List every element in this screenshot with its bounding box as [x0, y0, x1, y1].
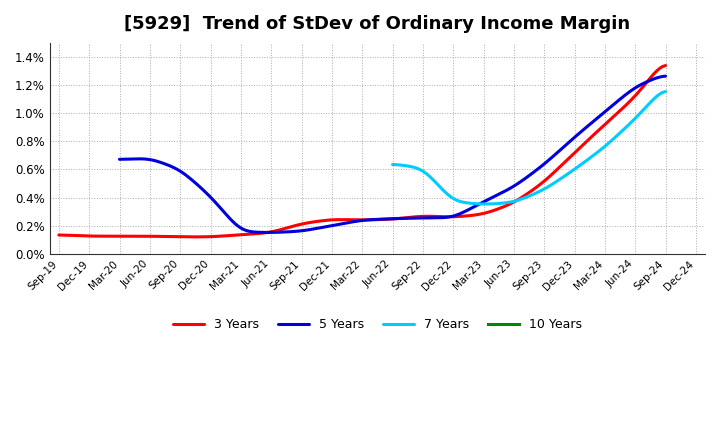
- 7 Years: [650, 95, 659, 101]
- 3 Years: [182, 234, 191, 239]
- 7 Years: [482, 202, 490, 207]
- 3 Years: [359, 217, 368, 223]
- 7 Years: [642, 104, 651, 110]
- 5 Years: [274, 230, 283, 235]
- 3 Years: [60, 232, 69, 238]
- 3 Years: [661, 63, 670, 68]
- 7 Years: [531, 191, 540, 196]
- 7 Years: [441, 189, 449, 194]
- 5 Years: [243, 228, 251, 233]
- 5 Years: [661, 73, 670, 79]
- 5 Years: [263, 230, 271, 235]
- 3 Years: [188, 234, 197, 239]
- Line: 3 Years: 3 Years: [59, 66, 665, 237]
- Title: [5929]  Trend of StDev of Ordinary Income Margin: [5929] Trend of StDev of Ordinary Income…: [125, 15, 631, 33]
- 3 Years: [345, 217, 354, 222]
- Line: 7 Years: 7 Years: [392, 92, 665, 204]
- Legend: 3 Years, 5 Years, 7 Years, 10 Years: 3 Years, 5 Years, 7 Years, 10 Years: [168, 313, 587, 336]
- 5 Years: [392, 216, 401, 221]
- Line: 5 Years: 5 Years: [120, 76, 665, 232]
- 3 Years: [55, 232, 63, 238]
- 5 Years: [366, 217, 375, 222]
- 7 Years: [661, 89, 670, 94]
- 3 Years: [565, 154, 574, 160]
- 5 Years: [283, 229, 292, 235]
- 7 Years: [388, 162, 397, 167]
- 7 Years: [451, 197, 460, 202]
- 5 Years: [115, 157, 124, 162]
- 3 Years: [600, 122, 609, 128]
- 5 Years: [173, 167, 181, 172]
- 7 Years: [554, 178, 562, 183]
